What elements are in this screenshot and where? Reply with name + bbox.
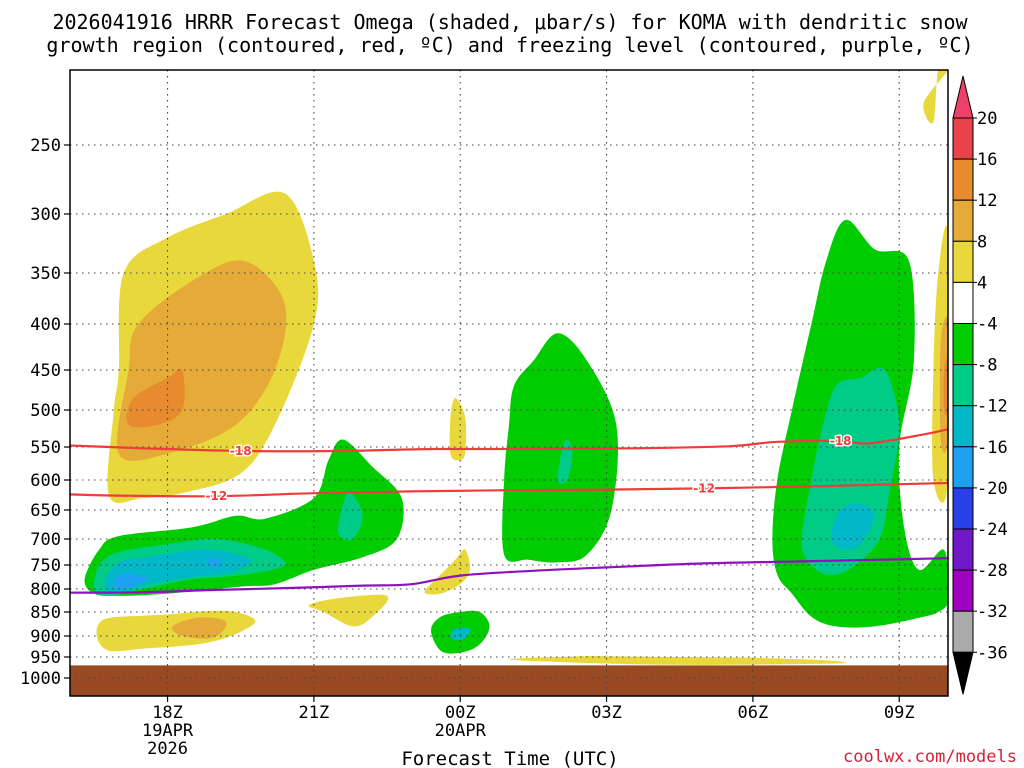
omega-region-6-3 [449,398,467,461]
y-tick-label-450: 450 [30,361,61,381]
colorbar-label-20: 20 [977,109,997,129]
dendritic-minus18-label-0: -18 [230,444,252,458]
chart-title-line-2: growth region (contoured, red, ºC) and f… [46,33,973,57]
colorbar-label--28: -28 [977,561,1008,581]
colorbar-box--8 [952,364,974,407]
colorbar-label-16: 16 [977,150,997,170]
y-tick-label-350: 350 [30,264,61,284]
colorbar-box-4 [952,281,974,324]
x-tick-label-09Z: 09Z [884,703,915,723]
colorbar-box--28 [952,569,974,612]
omega-region-6-22 [424,549,471,595]
colorbar-label-12: 12 [977,191,997,211]
colorbar-label--4: -4 [977,315,997,335]
colorbar-label-8: 8 [977,232,987,252]
y-tick-label-600: 600 [30,471,61,491]
y-tick-label-400: 400 [30,315,61,335]
dendritic-minus18-label-1: -18 [830,434,852,448]
x-tick-year-2026: 2026 [147,739,188,759]
colorbar-label--32: -32 [977,602,1008,622]
y-tick-label-900: 900 [30,627,61,647]
y-tick-label-800: 800 [30,580,61,600]
dendritic-minus12-label-1: -12 [693,481,715,495]
x-axis-title: Forecast Time (UTC) [401,748,618,768]
colorbar-box-12 [952,199,974,242]
colorbar-label--8: -8 [977,356,997,376]
y-tick-label-1000: 1000 [20,669,61,689]
colorbar-label--12: -12 [977,397,1008,417]
y-tick-label-700: 700 [30,530,61,550]
omega-region--10-13 [337,491,363,541]
x-tick-label-00Z: 00Z [445,703,476,723]
colorbar-box-20 [952,117,974,160]
contour-layer: -18 -18 -12 -12 [70,428,948,594]
omega-region-6-25 [508,655,846,665]
colorbar-box--24 [952,528,974,571]
colorbar-box--16 [952,446,974,489]
omega-region-10-20 [171,617,227,639]
x-tick-label-06Z: 06Z [738,703,769,723]
plot-frame [69,69,949,697]
y-tick-label-550: 550 [30,438,61,458]
dendritic-minus18-line [70,428,948,453]
colorbar-box-16 [952,158,974,201]
omega-region--14-18 [830,503,875,550]
colorbar-bottom-arrow [952,651,974,695]
chart-title-line-1: 2026041916 HRRR Forecast Omega (shaded, … [52,10,968,34]
ground-surface-bar [70,665,948,696]
colorbar-top-arrow [952,75,974,119]
omega-region-14-7 [943,358,948,416]
colorbar-box--20 [952,487,974,530]
omega-region--10-15 [557,439,573,484]
dendritic-minus12-label-0: -12 [205,489,227,503]
y-tick-label-650: 650 [30,501,61,521]
omega-region-6-4 [923,70,948,124]
y-tick-label-950: 950 [30,648,61,668]
freezing-level-line [70,557,948,594]
y-tick-label-500: 500 [30,401,61,421]
y-axis: 250 300 350 400 450 500 550 600 650 700 750 800 850 9… [20,136,70,689]
colorbar-label--16: -16 [977,438,1008,458]
y-tick-label-850: 850 [30,603,61,623]
colorbar-box--12 [952,405,974,448]
omega-region-14-2 [126,368,185,428]
colorbar-label--20: -20 [977,479,1008,499]
colorbar-box--4 [952,323,974,366]
omega-shading-layer [84,70,948,665]
y-tick-label-750: 750 [30,556,61,576]
x-tick-label-03Z: 03Z [591,703,622,723]
x-tick-date-20APR: 20APR [435,721,487,741]
omega-region--18-12 [206,557,222,568]
colorbar-label-4: 4 [977,273,987,293]
dendritic-minus12-line [70,481,948,498]
colorbar-box-8 [952,240,974,283]
y-tick-label-250: 250 [30,136,61,156]
x-tick-date-19APR: 19APR [142,721,194,741]
omega-region--18-11 [113,573,149,590]
omega-region--10-17 [801,367,900,575]
colorbar-box--32 [952,610,974,653]
colorbar: 20 16 12 8 4 -4 -8 -12 -16 -20 -24 -28 -32 -36 [952,75,1008,695]
grid-layer [70,70,948,696]
omega-region-6-21 [308,594,389,627]
y-tick-label-300: 300 [30,205,61,225]
watermark-text: coolwx.com/models [843,747,1017,767]
x-tick-label-18Z: 18Z [152,703,183,723]
x-tick-label-21Z: 21Z [299,703,330,723]
colorbar-label--36: -36 [977,643,1008,663]
colorbar-label--24: -24 [977,520,1008,540]
